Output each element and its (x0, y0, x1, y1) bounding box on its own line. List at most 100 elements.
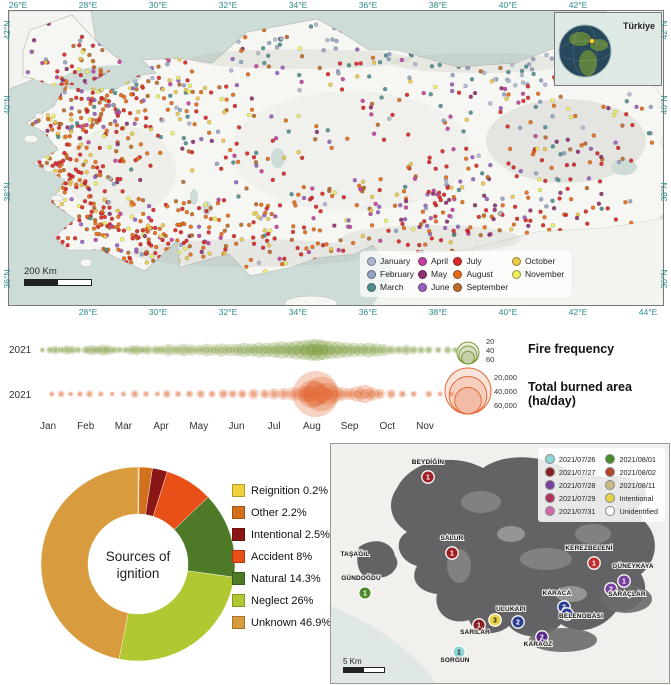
month-legend-item: June (418, 282, 449, 292)
svg-text:2: 2 (609, 587, 613, 594)
lat-label-left: 42°N (2, 20, 12, 40)
local-fire-map-panel: 1111212322121 BEYDİĞİNSALURKEREZBELENİGÜ… (330, 443, 670, 684)
map-scale-bar: 200 Km (24, 266, 104, 286)
lon-label-bottom: 32°E (218, 307, 238, 317)
month-legend-label: March (380, 282, 404, 292)
ignition-legend-label: Other 2.2% (251, 506, 307, 519)
fire-date-legend-label: Unidentified (619, 506, 658, 516)
fire-date-color-dot (605, 506, 616, 516)
fire-date-color-dot (544, 454, 555, 464)
month-legend-item: January (367, 256, 414, 266)
burned-area-title: Total burned area (ha/day) (528, 380, 632, 408)
village-label: KARACA (543, 590, 572, 597)
fire-date-legend-item: 2021/07/29 (544, 492, 595, 504)
lat-label-left: 36°N (2, 269, 12, 289)
fire-date-legend-item: 2021/08/01 (605, 453, 658, 465)
ignition-legend-item: Accident 8% (232, 550, 331, 563)
month-legend-label: February (380, 269, 415, 279)
month-legend-label: June (431, 282, 450, 292)
fire-date-legend-label: 2021/08/02 (619, 467, 656, 477)
fire-date-legend-item: 2021/07/26 (544, 453, 595, 465)
lon-label-bottom: 30°E (148, 307, 168, 317)
lat-label-right: 36°N (659, 269, 669, 289)
local-scale-label: 5 Km (343, 657, 362, 666)
strip-month-label: Feb (77, 421, 95, 432)
fire-date-legend-label: Intentional (619, 493, 654, 503)
month-color-dot (418, 256, 428, 266)
lon-label-top: 34°E (288, 0, 308, 10)
terrain-shading-layer (66, 49, 646, 267)
lon-label-bottom: 44°E (638, 307, 658, 317)
ignition-legend-label: Intentional 2.5% (251, 528, 330, 541)
village-label: SARAÇLAR (608, 591, 646, 598)
fire-frequency-title: Fire frequency (528, 342, 615, 356)
month-legend-column: January February March (367, 256, 414, 292)
month-legend-item: April (418, 256, 449, 266)
month-color-dot (512, 269, 522, 279)
month-color-dot (367, 256, 376, 266)
bubble-strip (39, 339, 459, 361)
fire-site-markers-layer: 1111212322121 (358, 470, 631, 659)
lon-label-top: 28°E (78, 0, 98, 10)
svg-text:60: 60 (486, 355, 494, 364)
lon-label-bottom: 42°E (568, 307, 588, 317)
month-legend-label: April (431, 256, 449, 266)
year-label-frequency: 2021 (9, 345, 32, 356)
svg-text:40,000: 40,000 (494, 387, 517, 396)
fire-site-marker: 1 (617, 574, 631, 588)
month-legend-item: July (453, 256, 508, 266)
inset-country-label: Türkiye (622, 21, 655, 31)
strip-month-label: Apr (153, 421, 169, 432)
fire-date-legend-item: Unidentified (605, 505, 658, 517)
lon-label-bottom: 28°E (78, 307, 98, 317)
month-legend-column: April May June (418, 256, 449, 292)
fire-date-legend-item: 2021/07/27 (544, 466, 595, 478)
local-map: 1111212322121 BEYDİĞİNSALURKEREZBELENİGÜ… (331, 444, 669, 683)
sea-of-marmara (59, 65, 143, 91)
ignition-color-swatch (232, 506, 245, 519)
ignition-legend-item: Reignition 0.2% (232, 484, 331, 497)
village-label: SORGUN (440, 657, 469, 664)
fire-date-color-dot (544, 506, 555, 516)
local-scale-bar-graphic (343, 667, 385, 673)
ignition-legend-item: Intentional 2.5% (232, 528, 331, 541)
fire-date-color-dot (544, 493, 555, 503)
turkiye-location-dot (589, 38, 595, 44)
fire-site-marker: 1 (358, 586, 372, 600)
svg-text:1: 1 (592, 561, 596, 568)
fire-date-color-dot (605, 454, 616, 464)
month-legend-column: October November (512, 256, 564, 292)
month-color-dot (367, 269, 376, 279)
strip-month-label: Sep (341, 421, 359, 432)
month-legend-label: January (380, 256, 411, 266)
donut-slice-unknown (40, 466, 139, 660)
fire-site-marker: 2 (511, 615, 525, 629)
lon-label-top: 36°E (358, 0, 378, 10)
lon-label-top: 38°E (428, 0, 448, 10)
month-color-dot (418, 269, 428, 279)
fire-site-marker: 3 (488, 613, 502, 627)
burned-area-title-line2: (ha/day) (528, 394, 576, 408)
village-label: BELENOBASI (559, 613, 603, 620)
fire-date-color-dot (605, 493, 616, 503)
fire-site-marker: 1 (587, 556, 601, 570)
lat-label-left: 38°N (2, 182, 12, 202)
ignition-legend-item: Unknown 46.9% (232, 616, 331, 629)
local-sea (331, 606, 436, 683)
donut-center-line2: ignition (116, 566, 160, 581)
globe-europe (569, 32, 591, 46)
village-label: ULUKAPI (496, 606, 526, 613)
lon-label-top: 26°E (8, 0, 28, 10)
ignition-legend-label: Natural 14.3% (251, 572, 321, 585)
month-color-dot (453, 269, 463, 279)
lake-tuz (271, 148, 285, 168)
month-color-dot (418, 282, 428, 292)
fire-date-legend-item: 2021/07/28 (544, 479, 595, 491)
month-color-dot (453, 256, 463, 266)
fire-date-legend-item: 2021/08/11 (605, 479, 658, 491)
fire-date-color-dot (544, 467, 555, 477)
lon-label-bottom: 36°E (358, 307, 378, 317)
fire-date-legend-label: 2021/08/01 (619, 454, 656, 464)
fire-date-color-dot (605, 467, 616, 477)
